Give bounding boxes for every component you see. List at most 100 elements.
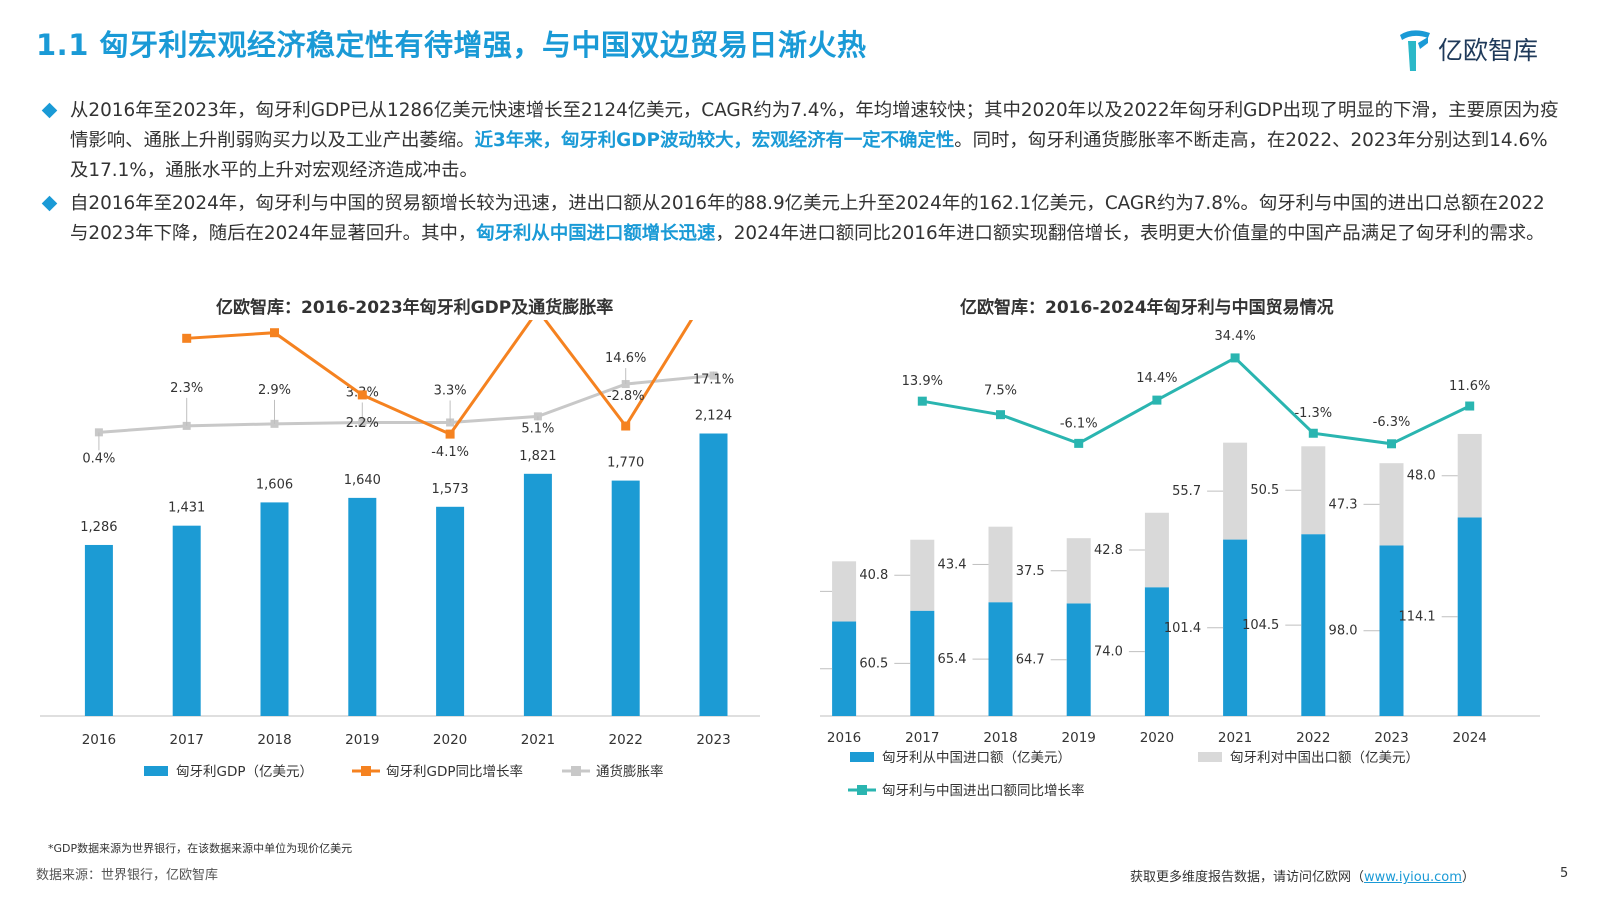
footer-close: ） bbox=[1461, 870, 1475, 885]
import-bar bbox=[832, 621, 857, 716]
export-bar-label: 37.5 bbox=[1016, 564, 1045, 579]
trade-growth-label: -6.1% bbox=[1060, 416, 1098, 431]
gdp-bar-label: 1,640 bbox=[344, 473, 381, 488]
x-tick-label: 2018 bbox=[983, 730, 1017, 746]
inflation-label: 5.1% bbox=[521, 421, 554, 436]
inflation-marker bbox=[358, 418, 367, 427]
export-bar bbox=[1223, 442, 1248, 540]
trade-chart: 54.334.6201660.540.8201765.443.4201864.7… bbox=[820, 329, 1540, 799]
x-tick-label: 2017 bbox=[905, 730, 939, 746]
bullet-text: ，2024年进口额同比2016年进口额实现翻倍增长，表明更大价值量的中国产品满足… bbox=[715, 223, 1545, 244]
gdp-bar-label: 1,606 bbox=[256, 477, 293, 492]
yiou-logo-icon bbox=[1400, 30, 1430, 71]
x-tick-label: 2021 bbox=[521, 732, 555, 748]
gdp-growth-label: 2.2% bbox=[346, 416, 379, 431]
gdp-bar-label: 1,573 bbox=[431, 482, 468, 497]
x-tick-label: 2018 bbox=[257, 732, 291, 748]
gdp-bar bbox=[611, 480, 640, 716]
x-tick-label: 2020 bbox=[433, 732, 467, 748]
chart2-title: 亿欧智库：2016-2024年匈牙利与中国贸易情况 bbox=[960, 298, 1334, 318]
gdp-bar-label: 1,821 bbox=[519, 449, 556, 464]
diamond-bullet-icon bbox=[41, 195, 58, 212]
legend-gdp-swatch bbox=[144, 766, 168, 776]
legend-trade-growth-marker bbox=[857, 785, 867, 795]
gdp-inflation-chart: 1,286 2016 1,431 2017 1,606 2018 1,640 2019 1,57… bbox=[40, 320, 760, 780]
x-tick-label: 2017 bbox=[170, 732, 204, 748]
x-tick-label: 2016 bbox=[82, 732, 116, 748]
export-bar bbox=[1301, 446, 1326, 535]
gdp-growth-marker bbox=[357, 390, 367, 400]
import-bar bbox=[1223, 539, 1248, 716]
page-title: 1.1 匈牙利宏观经济稳定性有待增强，与中国双边贸易日渐火热 bbox=[36, 28, 867, 62]
export-bar bbox=[1457, 433, 1482, 518]
gdp-bar bbox=[523, 473, 552, 716]
import-bar bbox=[1457, 517, 1482, 716]
gdp-growth-marker bbox=[270, 328, 279, 338]
x-tick-label: 2019 bbox=[345, 732, 379, 748]
import-bar bbox=[1301, 534, 1326, 716]
export-bar bbox=[1144, 512, 1169, 588]
legend-export-swatch bbox=[1198, 752, 1222, 762]
x-tick-label: 2020 bbox=[1140, 730, 1174, 746]
bullet-trade: 自2016年至2024年，匈牙利与中国的贸易额增长较为迅速，进出口额从2016年… bbox=[41, 189, 1562, 249]
inflation-label: 2.3% bbox=[170, 381, 203, 396]
export-bar-label: 43.4 bbox=[938, 557, 967, 572]
trade-growth-marker bbox=[1308, 428, 1318, 438]
legend-export-label: 匈牙利对中国出口额（亿美元） bbox=[1230, 750, 1419, 766]
logo: 亿欧智库 bbox=[1398, 26, 1538, 72]
trade-growth-marker bbox=[1074, 438, 1084, 448]
footer-more-text: 获取更多维度报告数据，请访问亿欧网（ bbox=[1130, 870, 1365, 885]
gdp-bar-label: 1,770 bbox=[607, 456, 644, 471]
diamond-bullet-icon bbox=[41, 102, 58, 119]
x-tick-label: 2022 bbox=[609, 732, 643, 748]
inflation-label: 3.3% bbox=[434, 383, 467, 398]
gdp-bar bbox=[260, 502, 289, 716]
inflation-label: 14.6% bbox=[605, 351, 646, 366]
gdp-bar bbox=[699, 433, 728, 716]
import-bar bbox=[1066, 603, 1091, 716]
trade-growth-label: 34.4% bbox=[1214, 329, 1255, 344]
import-bar-label: 65.4 bbox=[938, 652, 967, 667]
trade-growth-label: -6.3% bbox=[1373, 415, 1411, 430]
legend-import-label: 匈牙利从中国进口额（亿美元） bbox=[882, 750, 1071, 766]
x-tick-label: 2019 bbox=[1062, 730, 1096, 746]
import-bar-label: 104.5 bbox=[1242, 618, 1279, 633]
logo-text: 亿欧智库 bbox=[1438, 36, 1539, 65]
bullet-gdp: 从2016年至2023年，匈牙利GDP已从1286亿美元快速增长至2124亿美元… bbox=[41, 96, 1562, 186]
export-bar-label: 50.5 bbox=[1250, 483, 1279, 498]
export-bar-label: 40.8 bbox=[859, 568, 888, 583]
footer-more: 获取更多维度报告数据，请访问亿欧网（www.iyiou.com） bbox=[1130, 866, 1475, 885]
x-tick-label: 2024 bbox=[1453, 730, 1487, 746]
inflation-line bbox=[98, 374, 714, 434]
import-bar bbox=[988, 602, 1013, 716]
bullet-text: 从2016年至2023年，匈牙利GDP已从1286亿美元快速增长至2124亿美元… bbox=[70, 100, 1559, 151]
export-bar bbox=[910, 539, 935, 611]
x-tick-label: 2023 bbox=[696, 732, 730, 748]
trade-growth-label: -1.3% bbox=[1294, 406, 1332, 421]
gdp-growth-label: -4.1% bbox=[431, 445, 469, 460]
import-bar-label: 101.4 bbox=[1164, 621, 1201, 636]
export-bar-label: 48.0 bbox=[1407, 469, 1436, 484]
gdp-bar bbox=[172, 525, 201, 716]
gdp-bar bbox=[348, 497, 377, 716]
x-tick-label: 2021 bbox=[1218, 730, 1252, 746]
trade-growth-marker bbox=[1387, 439, 1396, 449]
x-tick-label: 2016 bbox=[827, 730, 861, 746]
gdp-bar bbox=[84, 544, 113, 716]
bullet-highlight: 匈牙利从中国进口额增长迅速 bbox=[476, 223, 716, 244]
inflation-label: 2.9% bbox=[258, 383, 291, 398]
import-bar-label: 64.7 bbox=[1016, 653, 1045, 668]
import-bar-label: 98.0 bbox=[1329, 624, 1358, 639]
x-tick-label: 2023 bbox=[1374, 730, 1408, 746]
legend-import-swatch bbox=[850, 752, 874, 762]
trade-growth-label: 7.5% bbox=[984, 384, 1017, 399]
page-number: 5 bbox=[1560, 866, 1569, 881]
gdp-bar-label: 1,431 bbox=[168, 501, 205, 516]
import-bar-label: 74.0 bbox=[1094, 645, 1123, 660]
data-source: 数据来源：世界银行，亿欧智库 bbox=[36, 868, 219, 883]
trade-growth-label: 14.4% bbox=[1136, 371, 1177, 386]
gdp-growth-marker bbox=[182, 333, 192, 343]
gdp-growth-marker bbox=[445, 429, 455, 439]
iyiou-link[interactable]: www.iyiou.com bbox=[1364, 870, 1462, 885]
legend-inflation-marker bbox=[571, 766, 581, 776]
